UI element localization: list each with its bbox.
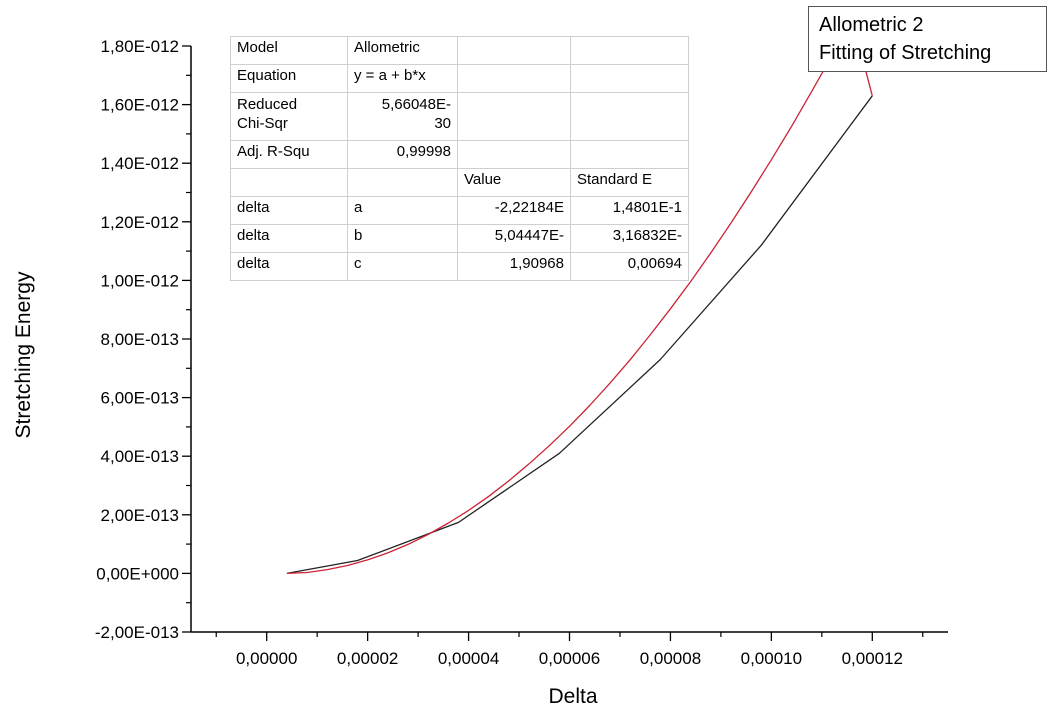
stats-cell: Equation (230, 64, 348, 93)
stats-cell: Reduced Chi-Sqr (230, 92, 348, 141)
stats-cell: 0,99998 (347, 140, 458, 169)
stats-cell (230, 168, 348, 197)
stats-cell: 5,04447E- (457, 224, 571, 253)
stats-cell: 5,66048E- 30 (347, 92, 458, 141)
fit-curve-line (286, 17, 873, 575)
stats-cell (457, 140, 571, 169)
stats-row-model: Model Allometric (230, 36, 689, 65)
x-tick-label: 0,00012 (842, 649, 903, 668)
stats-cell: 0,00694 (570, 252, 689, 281)
stats-row-header: Value Standard E (230, 168, 689, 197)
legend-title: Allometric 2 (819, 14, 924, 36)
legend-subtitle: Fitting of Stretching (819, 42, 992, 64)
y-tick-label: -2,00E-013 (95, 623, 179, 642)
stats-cell: Adj. R-Squ (230, 140, 348, 169)
stats-cell: 1,90968 (457, 252, 571, 281)
x-tick-label: 0,00000 (236, 649, 297, 668)
stats-cell (570, 140, 689, 169)
stats-cell (457, 64, 571, 93)
y-tick-label: 1,80E-012 (101, 37, 179, 56)
stats-cell: c (347, 252, 458, 281)
y-axis-title: Stretching Energy (12, 271, 35, 438)
x-tick-label: 0,00006 (539, 649, 600, 668)
stats-cell: 1,4801E-1 (570, 196, 689, 225)
stats-cell: a (347, 196, 458, 225)
x-tick-label: 0,00008 (640, 649, 701, 668)
y-tick-label: 1,00E-012 (101, 271, 179, 290)
x-tick-label: 0,00010 (741, 649, 802, 668)
stats-cell: y = a + b*x (347, 64, 458, 93)
stats-cell: delta (230, 224, 348, 253)
stats-cell: delta (230, 252, 348, 281)
stats-row-adj-r: Adj. R-Squ 0,99998 (230, 140, 689, 169)
stats-cell: Allometric (347, 36, 458, 65)
stats-row-param-b: delta b 5,04447E- 3,16832E- (230, 224, 689, 253)
stats-cell (347, 168, 458, 197)
stats-cell: -2,22184E (457, 196, 571, 225)
y-tick-label: 1,60E-012 (101, 96, 179, 115)
y-tick-label: 4,00E-013 (101, 447, 179, 466)
stats-cell (570, 64, 689, 93)
stats-cell (570, 36, 689, 65)
y-tick-label: 2,00E-013 (101, 506, 179, 525)
y-tick-labels: -2,00E-013 0,00E+000 2,00E-013 4,00E-013 6,0… (95, 37, 179, 642)
y-tick-label: 6,00E-013 (101, 389, 179, 408)
legend: Allometric 2 Fitting of Stretching (808, 6, 1047, 72)
stats-cell (457, 36, 571, 65)
stats-cell: b (347, 224, 458, 253)
fit-statistics-table: Model Allometric Equation y = a + b*x Re… (230, 36, 689, 281)
y-tick-label: 1,20E-012 (101, 213, 179, 232)
x-axis-title: Delta (548, 685, 597, 708)
stats-cell: Model (230, 36, 348, 65)
x-tick-labels: 0,00000 0,00002 0,00004 0,00006 0,00008 0,000… (236, 649, 903, 668)
stats-cell: delta (230, 196, 348, 225)
x-tick-label: 0,00002 (337, 649, 398, 668)
stats-cell-text: Reduced Chi-Sqr (237, 96, 298, 132)
stats-cell: Value (457, 168, 571, 197)
y-tick-label: 1,40E-012 (101, 154, 179, 173)
stats-cell (570, 92, 689, 141)
stats-row-param-c: delta c 1,90968 0,00694 (230, 252, 689, 281)
stats-cell: Standard E (570, 168, 689, 197)
stats-cell-text: 5,66048E- 30 (381, 96, 451, 132)
stats-row-param-a: delta a -2,22184E 1,4801E-1 (230, 196, 689, 225)
tick-marks (182, 45, 924, 641)
data-series-line (286, 95, 873, 575)
stats-cell (457, 92, 571, 141)
y-tick-label: 8,00E-013 (101, 330, 179, 349)
data-series (286, 17, 873, 575)
x-tick-label: 0,00004 (438, 649, 499, 668)
y-tick-label: 0,00E+000 (96, 564, 179, 583)
stats-row-chisqr: Reduced Chi-Sqr 5,66048E- 30 (230, 92, 689, 141)
stats-cell: 3,16832E- (570, 224, 689, 253)
stats-row-equation: Equation y = a + b*x (230, 64, 689, 93)
